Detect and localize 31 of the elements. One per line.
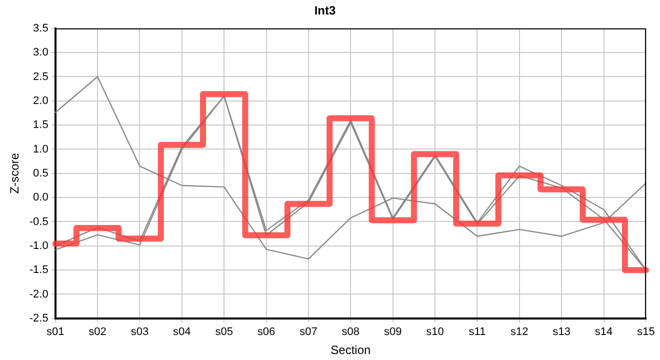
x-tick-label: s10 [426, 326, 444, 338]
y-tick-label: -2.0 [29, 288, 48, 300]
x-tick-label: s04 [173, 326, 191, 338]
y-tick-label: 0.0 [33, 192, 48, 204]
x-tick-label: s11 [468, 326, 486, 338]
x-axis-title: Section [330, 343, 371, 358]
x-tick-label: s01 [46, 326, 64, 338]
x-tick-label: s07 [300, 326, 318, 338]
y-tick-label: 3.5 [33, 22, 48, 34]
y-tick-label: 3.0 [33, 46, 48, 59]
y-axis-title: Z-score [8, 152, 22, 194]
x-tick-label: s02 [88, 326, 106, 338]
y-tick-label: -1.0 [29, 240, 48, 252]
x-tick-label: s06 [257, 326, 276, 338]
y-tick-label: 1.0 [33, 143, 48, 156]
x-tick-label: s09 [384, 326, 402, 338]
y-tick-label: -2.5 [29, 312, 48, 324]
x-tick-label: s05 [215, 326, 233, 338]
x-tick-label: s13 [552, 326, 570, 338]
x-tick-label: s12 [510, 326, 528, 338]
y-tick-label: 2.0 [33, 94, 48, 107]
y-tick-label: 0.5 [33, 167, 48, 180]
x-tick-label: s03 [130, 326, 149, 338]
y-tick-label: 2.5 [33, 70, 48, 83]
y-tick-label: 1.5 [33, 119, 48, 132]
y-tick-label: -0.5 [29, 216, 48, 228]
x-tick-label: s14 [594, 326, 613, 338]
y-tick-label: -1.5 [29, 264, 48, 276]
chart-title: Int3 [314, 4, 336, 18]
x-tick-label: s08 [342, 326, 360, 338]
x-tick-label: s15 [637, 326, 655, 338]
